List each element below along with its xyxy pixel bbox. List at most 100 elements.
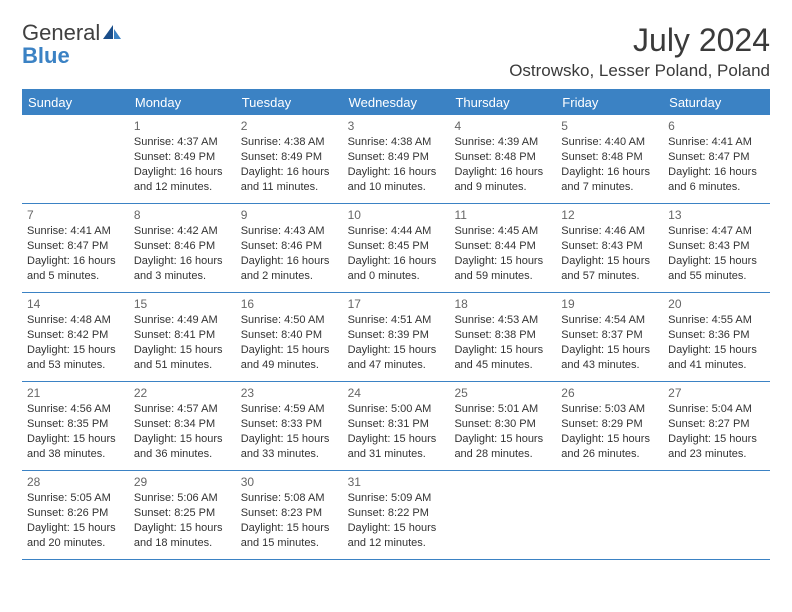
calendar-day: 11Sunrise: 4:45 AMSunset: 8:44 PMDayligh… xyxy=(449,204,556,292)
sunrise-line: Sunrise: 4:59 AM xyxy=(241,402,338,417)
daylight-line-1: Daylight: 15 hours xyxy=(454,343,551,358)
daylight-line-2: and 45 minutes. xyxy=(454,358,551,373)
day-number: 1 xyxy=(134,118,231,134)
sunset-line: Sunset: 8:33 PM xyxy=(241,417,338,432)
day-number: 22 xyxy=(134,385,231,401)
sunset-line: Sunset: 8:41 PM xyxy=(134,328,231,343)
calendar-day: 28Sunrise: 5:05 AMSunset: 8:26 PMDayligh… xyxy=(22,471,129,559)
sunrise-line: Sunrise: 4:49 AM xyxy=(134,313,231,328)
daylight-line-1: Daylight: 15 hours xyxy=(27,343,124,358)
daylight-line-2: and 3 minutes. xyxy=(134,269,231,284)
sunset-line: Sunset: 8:49 PM xyxy=(241,150,338,165)
calendar-day: 30Sunrise: 5:08 AMSunset: 8:23 PMDayligh… xyxy=(236,471,343,559)
daylight-line-1: Daylight: 15 hours xyxy=(348,521,445,536)
day-number: 29 xyxy=(134,474,231,490)
calendar-day xyxy=(556,471,663,559)
daylight-line-1: Daylight: 15 hours xyxy=(668,432,765,447)
day-number: 14 xyxy=(27,296,124,312)
sunset-line: Sunset: 8:22 PM xyxy=(348,506,445,521)
sunrise-line: Sunrise: 4:38 AM xyxy=(241,135,338,150)
daylight-line-1: Daylight: 15 hours xyxy=(134,521,231,536)
sunrise-line: Sunrise: 4:46 AM xyxy=(561,224,658,239)
daylight-line-1: Daylight: 15 hours xyxy=(241,521,338,536)
daylight-line-2: and 38 minutes. xyxy=(27,447,124,462)
sunset-line: Sunset: 8:45 PM xyxy=(348,239,445,254)
sunset-line: Sunset: 8:47 PM xyxy=(27,239,124,254)
calendar-day xyxy=(663,471,770,559)
day-of-week-header: Sunday Monday Tuesday Wednesday Thursday… xyxy=(22,91,770,115)
calendar-week: 14Sunrise: 4:48 AMSunset: 8:42 PMDayligh… xyxy=(22,293,770,382)
day-number: 16 xyxy=(241,296,338,312)
day-number: 11 xyxy=(454,207,551,223)
daylight-line-1: Daylight: 16 hours xyxy=(668,165,765,180)
dow-thursday: Thursday xyxy=(449,91,556,115)
day-number: 28 xyxy=(27,474,124,490)
daylight-line-1: Daylight: 15 hours xyxy=(668,343,765,358)
sunset-line: Sunset: 8:31 PM xyxy=(348,417,445,432)
sunrise-line: Sunrise: 4:43 AM xyxy=(241,224,338,239)
daylight-line-2: and 55 minutes. xyxy=(668,269,765,284)
sunset-line: Sunset: 8:37 PM xyxy=(561,328,658,343)
calendar-day: 17Sunrise: 4:51 AMSunset: 8:39 PMDayligh… xyxy=(343,293,450,381)
sunset-line: Sunset: 8:23 PM xyxy=(241,506,338,521)
sunset-line: Sunset: 8:48 PM xyxy=(454,150,551,165)
calendar-day: 20Sunrise: 4:55 AMSunset: 8:36 PMDayligh… xyxy=(663,293,770,381)
daylight-line-1: Daylight: 16 hours xyxy=(348,165,445,180)
daylight-line-2: and 31 minutes. xyxy=(348,447,445,462)
daylight-line-2: and 53 minutes. xyxy=(27,358,124,373)
page-title: July 2024 xyxy=(509,22,770,59)
sunrise-line: Sunrise: 4:40 AM xyxy=(561,135,658,150)
day-number: 27 xyxy=(668,385,765,401)
calendar-day: 3Sunrise: 4:38 AMSunset: 8:49 PMDaylight… xyxy=(343,115,450,203)
day-number: 19 xyxy=(561,296,658,312)
daylight-line-2: and 41 minutes. xyxy=(668,358,765,373)
daylight-line-1: Daylight: 15 hours xyxy=(27,432,124,447)
calendar-day: 10Sunrise: 4:44 AMSunset: 8:45 PMDayligh… xyxy=(343,204,450,292)
daylight-line-2: and 47 minutes. xyxy=(348,358,445,373)
sunset-line: Sunset: 8:43 PM xyxy=(561,239,658,254)
daylight-line-1: Daylight: 15 hours xyxy=(454,432,551,447)
day-number: 8 xyxy=(134,207,231,223)
sunrise-line: Sunrise: 4:42 AM xyxy=(134,224,231,239)
calendar-day: 31Sunrise: 5:09 AMSunset: 8:22 PMDayligh… xyxy=(343,471,450,559)
logo-text: GeneralBlue xyxy=(22,22,122,68)
daylight-line-2: and 23 minutes. xyxy=(668,447,765,462)
sunset-line: Sunset: 8:26 PM xyxy=(27,506,124,521)
daylight-line-2: and 59 minutes. xyxy=(454,269,551,284)
sunrise-line: Sunrise: 4:41 AM xyxy=(27,224,124,239)
daylight-line-2: and 36 minutes. xyxy=(134,447,231,462)
sunset-line: Sunset: 8:35 PM xyxy=(27,417,124,432)
daylight-line-2: and 0 minutes. xyxy=(348,269,445,284)
daylight-line-1: Daylight: 16 hours xyxy=(241,254,338,269)
daylight-line-2: and 12 minutes. xyxy=(348,536,445,551)
sunrise-line: Sunrise: 4:39 AM xyxy=(454,135,551,150)
daylight-line-1: Daylight: 15 hours xyxy=(134,343,231,358)
logo-text-gray: General xyxy=(22,20,100,45)
daylight-line-1: Daylight: 15 hours xyxy=(134,432,231,447)
calendar-day: 12Sunrise: 4:46 AMSunset: 8:43 PMDayligh… xyxy=(556,204,663,292)
day-number: 6 xyxy=(668,118,765,134)
sunrise-line: Sunrise: 4:48 AM xyxy=(27,313,124,328)
sunrise-line: Sunrise: 5:00 AM xyxy=(348,402,445,417)
calendar-day: 19Sunrise: 4:54 AMSunset: 8:37 PMDayligh… xyxy=(556,293,663,381)
calendar-week: 28Sunrise: 5:05 AMSunset: 8:26 PMDayligh… xyxy=(22,471,770,560)
day-number: 9 xyxy=(241,207,338,223)
daylight-line-2: and 18 minutes. xyxy=(134,536,231,551)
sunset-line: Sunset: 8:46 PM xyxy=(241,239,338,254)
daylight-line-2: and 43 minutes. xyxy=(561,358,658,373)
daylight-line-1: Daylight: 15 hours xyxy=(348,343,445,358)
sunset-line: Sunset: 8:38 PM xyxy=(454,328,551,343)
calendar-day: 25Sunrise: 5:01 AMSunset: 8:30 PMDayligh… xyxy=(449,382,556,470)
daylight-line-1: Daylight: 15 hours xyxy=(561,254,658,269)
calendar-day: 9Sunrise: 4:43 AMSunset: 8:46 PMDaylight… xyxy=(236,204,343,292)
day-number: 10 xyxy=(348,207,445,223)
daylight-line-1: Daylight: 15 hours xyxy=(561,343,658,358)
calendar-day: 7Sunrise: 4:41 AMSunset: 8:47 PMDaylight… xyxy=(22,204,129,292)
calendar-day: 24Sunrise: 5:00 AMSunset: 8:31 PMDayligh… xyxy=(343,382,450,470)
daylight-line-2: and 15 minutes. xyxy=(241,536,338,551)
calendar-day: 6Sunrise: 4:41 AMSunset: 8:47 PMDaylight… xyxy=(663,115,770,203)
calendar-day: 23Sunrise: 4:59 AMSunset: 8:33 PMDayligh… xyxy=(236,382,343,470)
daylight-line-2: and 51 minutes. xyxy=(134,358,231,373)
daylight-line-1: Daylight: 16 hours xyxy=(241,165,338,180)
calendar-week: 7Sunrise: 4:41 AMSunset: 8:47 PMDaylight… xyxy=(22,204,770,293)
